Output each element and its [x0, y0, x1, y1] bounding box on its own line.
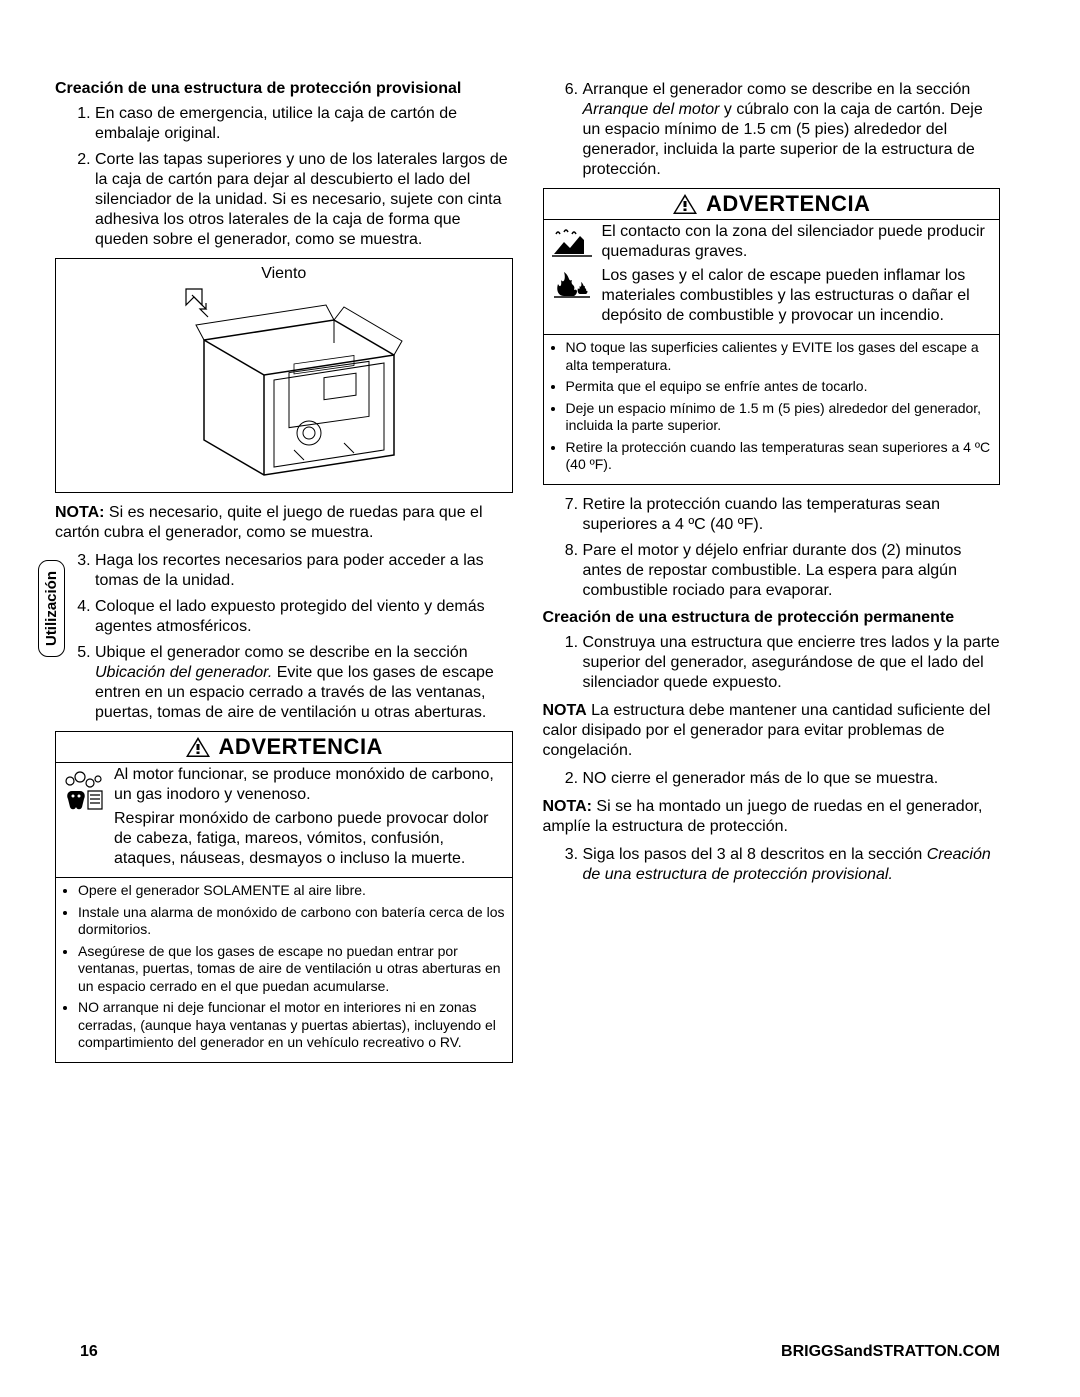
steps-permanent-1: Construya una estructura que encierre tr…	[543, 633, 1001, 693]
bullet-item: Deje un espacio mínimo de 1.5 m (5 pies)…	[566, 400, 994, 435]
diagram-container: Viento	[55, 258, 513, 493]
bullet-item: Permita que el equipo se enfríe antes de…	[566, 378, 994, 396]
steps-list-6: Arranque el generador como se describe e…	[543, 80, 1001, 180]
step-item: En caso de emergencia, utilice la caja d…	[95, 104, 513, 144]
step-item: Haga los recortes necesarios para poder …	[95, 551, 513, 591]
note-label: NOTA	[543, 702, 587, 719]
page-number: 16	[80, 1343, 98, 1361]
content-columns: Creación de una estructura de protección…	[55, 80, 1000, 1073]
step-item: Construya una estructura que encierre tr…	[583, 633, 1001, 693]
heading-provisional: Creación de una estructura de protección…	[55, 80, 513, 98]
note-paragraph: NOTA: Si se ha montado un juego de rueda…	[543, 797, 1001, 837]
warning-box-co: ADVERTENCIA	[55, 731, 513, 1063]
warning-title: ADVERTENCIA	[706, 191, 870, 217]
fire-icon	[550, 264, 594, 300]
warning-triangle-icon	[672, 193, 698, 215]
left-column: Creación de una estructura de protección…	[55, 80, 513, 1073]
step-item: Ubique el generador como se describe en …	[95, 643, 513, 723]
heading-permanent: Creación de una estructura de protección…	[543, 609, 1001, 627]
bullet-item: NO arranque ni deje funcionar el motor e…	[78, 999, 506, 1052]
right-column: Arranque el generador como se describe e…	[543, 80, 1001, 1073]
note-paragraph: NOTA: Si es necesario, quite el juego de…	[55, 503, 513, 543]
page-footer: 16 BRIGGSandSTRATTON.COM	[80, 1343, 1000, 1361]
note-text: Si se ha montado un juego de ruedas en e…	[543, 798, 983, 835]
note-text: La estructura debe mantener una cantidad…	[543, 702, 991, 759]
warning-body: Al motor funcionar, se produce monóxido …	[56, 763, 512, 878]
warning-box-heat: ADVERTENCIA	[543, 188, 1001, 485]
warning-text: Respirar monóxido de carbono puede provo…	[114, 809, 506, 869]
warning-bullets: NO toque las superficies calientes y EVI…	[544, 335, 1000, 484]
steps-list-7: Retire la protección cuando las temperat…	[543, 495, 1001, 601]
warning-text-column: Al motor funcionar, se produce monóxido …	[114, 765, 506, 873]
note-paragraph: NOTA La estructura debe mantener una can…	[543, 701, 1001, 761]
note-label: NOTA:	[543, 798, 592, 815]
step-item: NO cierre el generador más de lo que se …	[583, 769, 1001, 789]
warning-text: Al motor funcionar, se produce monóxido …	[114, 765, 506, 805]
steps-permanent-3: Siga los pasos del 3 al 8 descritos en l…	[543, 845, 1001, 885]
bullet-item: NO toque las superficies calientes y EVI…	[566, 339, 994, 374]
bullet-item: Asegúrese de que los gases de escape no …	[78, 943, 506, 996]
warning-triangle-icon	[185, 736, 211, 758]
warning-text: Los gases y el calor de escape pueden in…	[602, 266, 994, 326]
step-item: Retire la protección cuando las temperat…	[583, 495, 1001, 535]
warning-text-column: El contacto con la zona del silenciador …	[602, 222, 994, 330]
step-item: Pare el motor y déjelo enfriar durante d…	[583, 541, 1001, 601]
steps-list-1: En caso de emergencia, utilice la caja d…	[55, 104, 513, 250]
bullet-item: Opere el generador SOLAMENTE al aire lib…	[78, 882, 506, 900]
steps-permanent-2: NO cierre el generador más de lo que se …	[543, 769, 1001, 789]
note-label: NOTA:	[55, 504, 104, 521]
step-item: Arranque el generador como se describe e…	[583, 80, 1001, 180]
manual-page: Utilización Creación de una estructura d…	[0, 0, 1080, 1397]
hot-surface-icon	[550, 226, 594, 260]
warning-title: ADVERTENCIA	[219, 734, 383, 760]
section-tab: Utilización	[38, 560, 65, 657]
step-item: Corte las tapas superiores y uno de los …	[95, 150, 513, 250]
note-text: Si es necesario, quite el juego de rueda…	[55, 504, 483, 541]
step-item: Siga los pasos del 3 al 8 descritos en l…	[583, 845, 1001, 885]
generator-diagram-icon	[144, 285, 424, 485]
warning-header: ADVERTENCIA	[56, 732, 512, 763]
diagram-wind-label: Viento	[261, 265, 306, 283]
step-item: Coloque el lado expuesto protegido del v…	[95, 597, 513, 637]
warning-header: ADVERTENCIA	[544, 189, 1000, 220]
toxic-gas-icon	[62, 769, 106, 813]
bullet-item: Instale una alarma de monóxido de carbon…	[78, 904, 506, 939]
warning-body: El contacto con la zona del silenciador …	[544, 220, 1000, 335]
brand-url: BRIGGSandSTRATTON.COM	[781, 1343, 1000, 1361]
warning-bullets: Opere el generador SOLAMENTE al aire lib…	[56, 878, 512, 1062]
warning-text: El contacto con la zona del silenciador …	[602, 222, 994, 262]
warning-icon-column	[550, 222, 594, 330]
bullet-item: Retire la protección cuando las temperat…	[566, 439, 994, 474]
steps-list-2: Haga los recortes necesarios para poder …	[55, 551, 513, 723]
warning-icon-column	[62, 765, 106, 873]
